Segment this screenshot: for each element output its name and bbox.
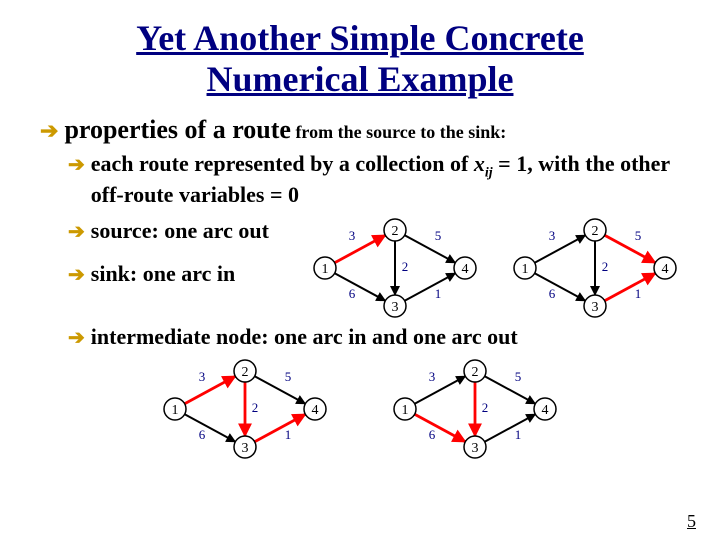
edge-3-4 [605, 274, 656, 302]
edge-1-2 [185, 376, 236, 404]
edge-weight-1-2: 3 [429, 369, 436, 384]
node-label-1: 1 [522, 262, 529, 277]
node-label-3: 3 [472, 441, 479, 456]
edge-3-4 [485, 414, 536, 442]
edge-1-3 [535, 274, 586, 302]
edge-weight-2-3: 2 [252, 400, 259, 415]
bullet2-var: x [474, 151, 485, 176]
node-label-1: 1 [172, 403, 179, 418]
edge-weight-1-3: 6 [429, 427, 436, 442]
node-label-2: 2 [242, 365, 249, 380]
edge-3-4 [255, 414, 306, 442]
edge-1-2 [535, 236, 586, 264]
edge-weight-3-4: 1 [285, 427, 292, 442]
edge-2-4 [605, 236, 656, 264]
edge-weight-3-4: 1 [435, 286, 442, 301]
node-label-2: 2 [392, 224, 399, 239]
bullet-source: ➔ source: one arc out [40, 218, 269, 244]
bullet-each-route-text: each route represented by a collection o… [91, 151, 680, 209]
node-label-3: 3 [242, 441, 249, 456]
edge-weight-1-2: 3 [349, 228, 356, 243]
edge-weight-3-4: 1 [635, 286, 642, 301]
row-lower-graphs: 3 5 2 6 1 1 2 3 4 3 5 2 6 1 1 2 3 4 [40, 359, 680, 459]
edge-weight-2-4: 5 [515, 369, 522, 384]
bullet-intermediate: ➔ intermediate node: one arc in and one … [40, 324, 680, 350]
arrow-icon: ➔ [40, 118, 58, 144]
edge-weight-2-4: 5 [435, 228, 442, 243]
edge-2-4 [255, 376, 306, 404]
node-label-1: 1 [322, 262, 329, 277]
bullet1-sub: from the source to the sink: [291, 122, 506, 142]
page-number: 5 [687, 511, 696, 532]
arrow-icon: ➔ [68, 325, 85, 350]
node-label-3: 3 [592, 300, 599, 315]
bullet-properties-text: properties of a route from the source to… [64, 115, 506, 145]
edge-1-2 [415, 376, 466, 404]
node-label-4: 4 [462, 262, 469, 277]
edge-weight-2-4: 5 [285, 369, 292, 384]
edge-2-4 [405, 236, 456, 264]
edge-1-3 [335, 274, 386, 302]
node-label-4: 4 [312, 403, 319, 418]
bullet2-subscript: ij [485, 165, 493, 180]
arrow-icon: ➔ [68, 219, 85, 244]
bullet-each-route: ➔ each route represented by a collection… [40, 151, 680, 209]
bullet2-a: each route represented by a collection o… [91, 151, 474, 176]
node-label-1: 1 [402, 403, 409, 418]
edge-1-3 [415, 414, 466, 442]
edge-1-3 [185, 414, 236, 442]
edge-weight-1-3: 6 [349, 286, 356, 301]
title-line-1: Yet Another Simple Concrete [136, 18, 584, 58]
edge-weight-2-3: 2 [482, 400, 489, 415]
edge-weight-1-2: 3 [199, 369, 206, 384]
bullet1-main: properties of a route [64, 115, 291, 144]
graph-upper-left: 3 5 2 6 1 1 2 3 4 [310, 218, 480, 318]
row-source-sink: ➔ source: one arc out ➔ sink: one arc in… [40, 218, 680, 318]
graph-upper-right: 3 5 2 6 1 1 2 3 4 [510, 218, 680, 318]
node-label-2: 2 [592, 224, 599, 239]
edge-weight-2-3: 2 [602, 259, 609, 274]
title-line-2: Numerical Example [207, 59, 514, 99]
edge-weight-2-3: 2 [402, 259, 409, 274]
bullet-intermediate-text: intermediate node: one arc in and one ar… [91, 324, 518, 350]
node-label-4: 4 [542, 403, 549, 418]
slide-title: Yet Another Simple Concrete Numerical Ex… [40, 18, 680, 101]
bullet-source-text: source: one arc out [91, 218, 269, 244]
edge-weight-3-4: 1 [515, 427, 522, 442]
edge-weight-2-4: 5 [635, 228, 642, 243]
arrow-icon: ➔ [68, 262, 85, 287]
graph-lower-left: 3 5 2 6 1 1 2 3 4 [160, 359, 330, 459]
edge-weight-1-2: 3 [549, 228, 556, 243]
edge-weight-1-3: 6 [199, 427, 206, 442]
bullet-sink: ➔ sink: one arc in [40, 261, 269, 287]
bullet-sink-text: sink: one arc in [91, 261, 235, 287]
arrow-icon: ➔ [68, 152, 85, 177]
node-label-3: 3 [392, 300, 399, 315]
node-label-4: 4 [662, 262, 669, 277]
edge-3-4 [405, 274, 456, 302]
bullet-properties: ➔ properties of a route from the source … [40, 115, 680, 145]
edge-weight-1-3: 6 [549, 286, 556, 301]
edge-2-4 [485, 376, 536, 404]
graph-lower-right: 3 5 2 6 1 1 2 3 4 [390, 359, 560, 459]
node-label-2: 2 [472, 365, 479, 380]
edge-1-2 [335, 236, 386, 264]
